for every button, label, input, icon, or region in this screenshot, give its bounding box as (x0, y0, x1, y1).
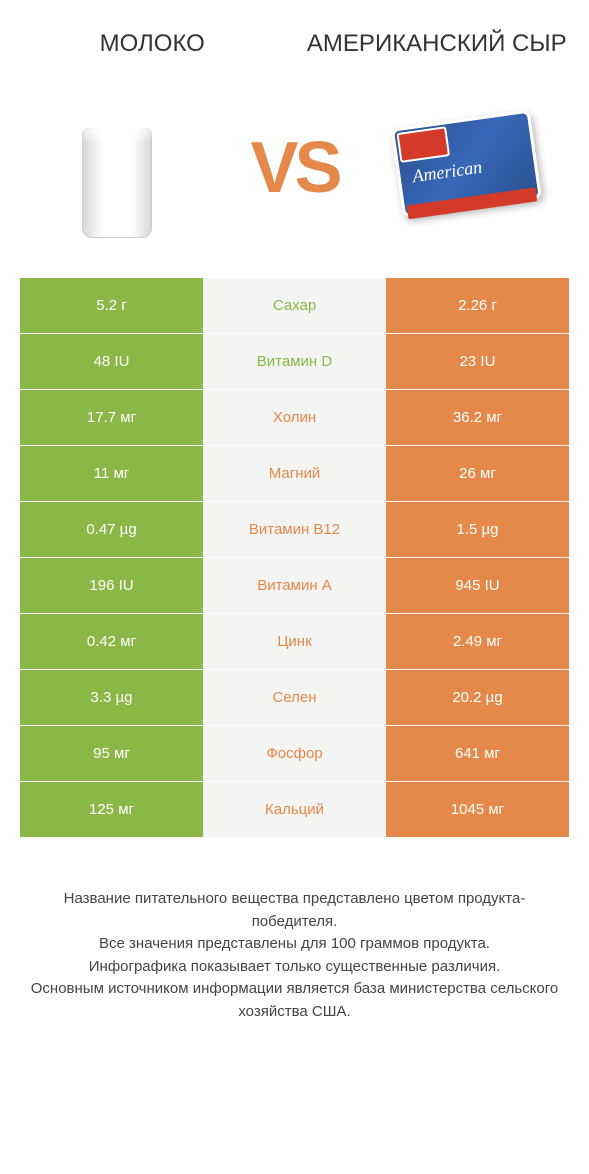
right-value-cell: 36.2 мг (386, 390, 569, 445)
left-product-image (37, 88, 197, 248)
images-row: VS American (0, 68, 589, 278)
nutrient-name-cell: Кальций (203, 782, 386, 837)
nutrient-name-cell: Цинк (203, 614, 386, 669)
table-row: 0.42 мгЦинк2.49 мг (20, 614, 569, 670)
right-value-cell: 20.2 µg (386, 670, 569, 725)
comparison-table: 5.2 гСахар2.26 г48 IUВитамин D23 IU17.7 … (0, 278, 589, 838)
table-row: 125 мгКальций1045 мг (20, 782, 569, 838)
right-value-cell: 641 мг (386, 726, 569, 781)
left-value-cell: 196 IU (20, 558, 203, 613)
left-value-cell: 3.3 µg (20, 670, 203, 725)
right-product-title: АМЕРИКАНСКИЙ СЫР (295, 30, 580, 58)
table-row: 95 мгФосфор641 мг (20, 726, 569, 782)
left-value-cell: 11 мг (20, 446, 203, 501)
table-row: 3.3 µgСелен20.2 µg (20, 670, 569, 726)
left-value-cell: 0.42 мг (20, 614, 203, 669)
right-value-cell: 2.49 мг (386, 614, 569, 669)
nutrient-name-cell: Магний (203, 446, 386, 501)
table-row: 0.47 µgВитамин B121.5 µg (20, 502, 569, 558)
table-row: 5.2 гСахар2.26 г (20, 278, 569, 334)
right-product-image: American (392, 88, 552, 248)
footer-notes: Название питательного вещества представл… (0, 838, 589, 1043)
nutrient-name-cell: Сахар (203, 278, 386, 333)
nutrient-name-cell: Холин (203, 390, 386, 445)
right-value-cell: 945 IU (386, 558, 569, 613)
table-row: 196 IUВитамин A945 IU (20, 558, 569, 614)
footer-line: Название питательного вещества представл… (30, 888, 559, 933)
left-value-cell: 17.7 мг (20, 390, 203, 445)
left-value-cell: 5.2 г (20, 278, 203, 333)
left-value-cell: 95 мг (20, 726, 203, 781)
left-value-cell: 0.47 µg (20, 502, 203, 557)
table-row: 11 мгМагний26 мг (20, 446, 569, 502)
right-value-cell: 23 IU (386, 334, 569, 389)
left-product-title: МОЛОКО (10, 30, 295, 58)
cheese-package-icon: American (391, 108, 553, 228)
right-value-cell: 1045 мг (386, 782, 569, 837)
right-value-cell: 2.26 г (386, 278, 569, 333)
footer-line: Инфографика показывает только существенн… (30, 956, 559, 979)
vs-label: VS (250, 127, 338, 209)
nutrient-name-cell: Витамин B12 (203, 502, 386, 557)
left-value-cell: 48 IU (20, 334, 203, 389)
header-row: МОЛОКО АМЕРИКАНСКИЙ СЫР (0, 0, 589, 68)
nutrient-name-cell: Витамин A (203, 558, 386, 613)
nutrient-name-cell: Витамин D (203, 334, 386, 389)
nutrient-name-cell: Селен (203, 670, 386, 725)
right-value-cell: 26 мг (386, 446, 569, 501)
nutrient-name-cell: Фосфор (203, 726, 386, 781)
table-row: 48 IUВитамин D23 IU (20, 334, 569, 390)
footer-line: Основным источником информации является … (30, 978, 559, 1023)
table-row: 17.7 мгХолин36.2 мг (20, 390, 569, 446)
milk-glass-icon (67, 98, 167, 238)
left-value-cell: 125 мг (20, 782, 203, 837)
footer-line: Все значения представлены для 100 граммо… (30, 933, 559, 956)
right-value-cell: 1.5 µg (386, 502, 569, 557)
